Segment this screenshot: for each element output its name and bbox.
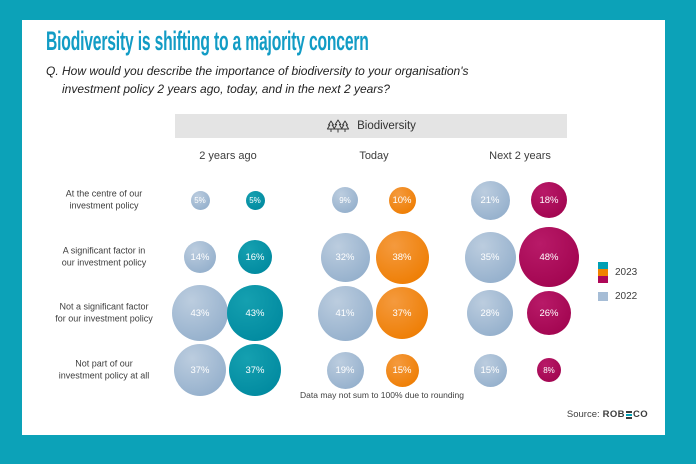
source-label: Source: <box>566 409 600 420</box>
chart-card: Biodiversity is shifting to a majority c… <box>22 20 665 435</box>
trees-icon <box>326 119 350 132</box>
bubble-2023-col0-row3: 37% <box>229 344 281 396</box>
bubble-value-label: 5% <box>194 195 206 205</box>
bubble-value-label: 41% <box>335 307 355 319</box>
question-line-2: investment policy 2 years ago, today, an… <box>62 82 390 96</box>
bubble-2023-col1-row3: 15% <box>385 353 419 387</box>
bubble-value-label: 37% <box>392 307 412 319</box>
biodiversity-header-bar: Biodiversity <box>175 114 567 138</box>
bubble-value-label: 15% <box>392 364 412 376</box>
row-label-1: A significant factor in our investment po… <box>61 245 147 268</box>
bubble-2022-col1-row2: 41% <box>317 285 373 341</box>
bubble-value-label: 26% <box>539 307 559 319</box>
bubble-2023-col2-row3: 8% <box>537 358 561 382</box>
bubble-value-label: 8% <box>543 365 555 375</box>
robeco-logo-e <box>625 410 632 419</box>
row-label-3: Not part of our investment policy at all <box>58 358 150 381</box>
page-title: Biodiversity is shifting to a majority c… <box>46 26 369 56</box>
bubble-2023-col1-row2: 37% <box>376 287 428 339</box>
bubble-value-label: 21% <box>480 194 500 206</box>
bubble-value-label: 37% <box>245 364 265 376</box>
bubble-2023-col2-row0: 18% <box>531 182 567 218</box>
column-header-today: Today <box>359 150 389 162</box>
bubble-2022-col0-row0: 5% <box>190 190 210 210</box>
bubble-value-label: 19% <box>335 364 355 376</box>
bubble-2023-col2-row2: 26% <box>527 291 571 335</box>
bubble-2022-col2-row1: 35% <box>464 231 516 283</box>
column-header-next-2-years: Next 2 years <box>489 150 551 162</box>
bubble-value-label: 5% <box>249 195 261 205</box>
legend: 2023 2022 <box>598 262 637 310</box>
bubble-2022-col2-row0: 21% <box>470 180 510 220</box>
robeco-logo: ROB CO <box>602 409 648 420</box>
bubble-2022-col1-row0: 9% <box>332 187 358 213</box>
question-text: Q. How would you describe the importance… <box>46 62 469 98</box>
legend-label-2023: 2023 <box>615 267 638 278</box>
bubble-2022-col0-row3: 37% <box>174 344 226 396</box>
bubble-2022-col0-row2: 43% <box>172 285 228 341</box>
row-label-0: At the centre of our investment policy <box>65 188 143 211</box>
bubble-value-label: 28% <box>480 307 500 319</box>
bubble-2022-col0-row1: 14% <box>184 241 216 273</box>
bubble-value-label: 43% <box>190 307 210 319</box>
bubble-value-label: 48% <box>539 251 559 263</box>
bubble-value-label: 38% <box>392 251 412 263</box>
bubble-2023-col1-row0: 10% <box>388 186 416 214</box>
bubble-value-label: 9% <box>339 195 351 205</box>
bubble-2023-col0-row0: 5% <box>245 190 265 210</box>
question-line-1: Q. How would you describe the importance… <box>46 64 469 78</box>
legend-swatch-2022 <box>598 292 608 301</box>
bubble-2022-col2-row3: 15% <box>473 353 507 387</box>
source-line: Source: ROB CO <box>567 409 648 420</box>
bubble-2023-col0-row1: 16% <box>238 240 272 274</box>
bubble-value-label: 14% <box>190 251 210 263</box>
bubble-2023-col0-row2: 43% <box>227 285 283 341</box>
bubble-value-label: 15% <box>480 364 500 376</box>
bubble-value-label: 18% <box>539 194 559 206</box>
legend-item-2022: 2022 <box>598 291 637 302</box>
bubble-2022-col2-row2: 28% <box>467 290 513 336</box>
bubble-value-label: 43% <box>245 307 265 319</box>
bubble-value-label: 37% <box>190 364 210 376</box>
bubble-value-label: 16% <box>245 251 265 263</box>
biodiversity-header-label: Biodiversity <box>357 120 416 132</box>
rounding-footnote: Data may not sum to 100% due to rounding <box>300 390 464 400</box>
bubble-value-label: 32% <box>335 251 355 263</box>
legend-swatch-2023 <box>598 262 608 283</box>
legend-label-2022: 2022 <box>615 291 638 302</box>
bubble-2023-col2-row1: 48% <box>519 227 579 287</box>
bubble-2022-col1-row1: 32% <box>320 232 370 282</box>
column-header-2-years-ago: 2 years ago <box>199 150 257 162</box>
row-label-2: Not a significant factor for our investme… <box>55 301 153 324</box>
bubble-value-label: 10% <box>392 194 412 206</box>
bubble-2023-col1-row1: 38% <box>375 230 429 284</box>
bubble-2022-col1-row3: 19% <box>326 351 364 389</box>
legend-item-2023: 2023 <box>598 262 637 283</box>
bubble-value-label: 35% <box>480 251 500 263</box>
